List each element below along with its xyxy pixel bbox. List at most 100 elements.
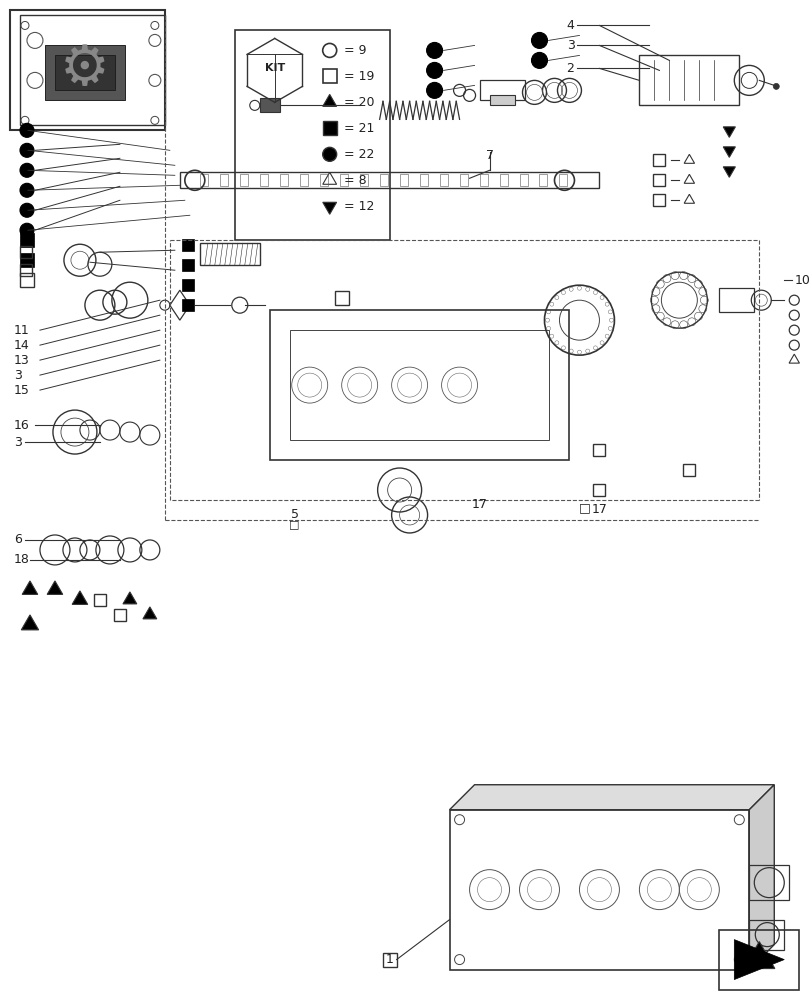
- Circle shape: [20, 183, 34, 197]
- Bar: [20, 246, 32, 258]
- Polygon shape: [323, 202, 337, 214]
- Bar: [55, 55, 114, 90]
- Circle shape: [322, 147, 337, 161]
- Text: 13: 13: [14, 354, 30, 367]
- Circle shape: [20, 223, 34, 237]
- Circle shape: [20, 143, 34, 157]
- Text: 15: 15: [14, 384, 30, 397]
- Text: = 20: = 20: [343, 96, 374, 109]
- Bar: [399, 174, 407, 186]
- Bar: [114, 609, 126, 621]
- Text: 14: 14: [14, 339, 30, 352]
- Polygon shape: [723, 147, 735, 157]
- Text: = 19: = 19: [343, 70, 374, 83]
- Bar: [260, 98, 280, 112]
- Bar: [269, 310, 569, 460]
- Circle shape: [531, 32, 547, 48]
- Bar: [638, 55, 738, 105]
- Polygon shape: [749, 785, 774, 970]
- Bar: [593, 444, 605, 456]
- Text: 3: 3: [14, 369, 22, 382]
- Text: □: □: [578, 501, 590, 514]
- Text: KIT: KIT: [264, 63, 285, 73]
- Circle shape: [20, 203, 34, 217]
- Bar: [20, 273, 34, 287]
- Bar: [10, 10, 165, 130]
- Text: 7: 7: [485, 149, 493, 162]
- Bar: [200, 174, 208, 186]
- Bar: [280, 174, 287, 186]
- Bar: [334, 291, 348, 305]
- Bar: [539, 174, 547, 186]
- Bar: [220, 174, 228, 186]
- Bar: [653, 154, 664, 166]
- Polygon shape: [723, 127, 735, 137]
- Bar: [489, 95, 514, 105]
- Bar: [179, 172, 599, 188]
- Text: = 21: = 21: [343, 122, 374, 135]
- Text: = 12: = 12: [343, 200, 374, 213]
- Bar: [449, 810, 749, 970]
- Circle shape: [426, 82, 442, 98]
- Bar: [519, 174, 527, 186]
- Bar: [20, 233, 34, 247]
- Bar: [719, 930, 798, 990]
- Polygon shape: [72, 591, 88, 604]
- Bar: [20, 15, 165, 125]
- Bar: [94, 594, 105, 606]
- Text: 3: 3: [566, 39, 573, 52]
- Bar: [653, 174, 664, 186]
- Text: 5: 5: [290, 508, 298, 521]
- Polygon shape: [22, 581, 38, 594]
- Polygon shape: [723, 167, 735, 177]
- Bar: [459, 174, 467, 186]
- Bar: [299, 174, 307, 186]
- Text: 2: 2: [566, 62, 573, 75]
- Bar: [479, 174, 487, 186]
- Bar: [382, 953, 396, 967]
- Text: = 9: = 9: [343, 44, 366, 57]
- Bar: [182, 299, 194, 311]
- Text: 1: 1: [385, 953, 393, 966]
- Circle shape: [772, 83, 779, 89]
- Text: ⚙: ⚙: [60, 43, 109, 97]
- Polygon shape: [122, 592, 136, 604]
- Bar: [499, 174, 507, 186]
- Bar: [479, 80, 524, 100]
- Text: □: □: [289, 519, 299, 529]
- Bar: [593, 484, 605, 496]
- Bar: [234, 30, 389, 240]
- Bar: [20, 264, 32, 276]
- Polygon shape: [449, 785, 774, 810]
- Polygon shape: [743, 942, 774, 969]
- Bar: [380, 174, 387, 186]
- Text: 16: 16: [14, 419, 30, 432]
- Circle shape: [426, 62, 442, 78]
- Bar: [419, 174, 427, 186]
- Bar: [749, 920, 783, 950]
- Bar: [200, 243, 260, 265]
- Circle shape: [426, 42, 442, 58]
- Bar: [683, 464, 694, 476]
- Bar: [719, 288, 753, 312]
- Bar: [182, 259, 194, 271]
- Text: 18: 18: [14, 553, 30, 566]
- Bar: [182, 239, 194, 251]
- Bar: [290, 330, 549, 440]
- Bar: [320, 174, 328, 186]
- Polygon shape: [21, 615, 39, 630]
- Bar: [239, 174, 247, 186]
- Bar: [439, 174, 447, 186]
- Text: 17: 17: [590, 503, 607, 516]
- Circle shape: [20, 123, 34, 137]
- Circle shape: [20, 163, 34, 177]
- Bar: [339, 174, 347, 186]
- Bar: [559, 174, 567, 186]
- Polygon shape: [143, 607, 157, 619]
- Text: = 22: = 22: [343, 148, 374, 161]
- Polygon shape: [323, 94, 337, 106]
- Bar: [20, 253, 34, 267]
- Text: 11: 11: [14, 324, 30, 337]
- Bar: [322, 69, 337, 83]
- Circle shape: [531, 52, 547, 68]
